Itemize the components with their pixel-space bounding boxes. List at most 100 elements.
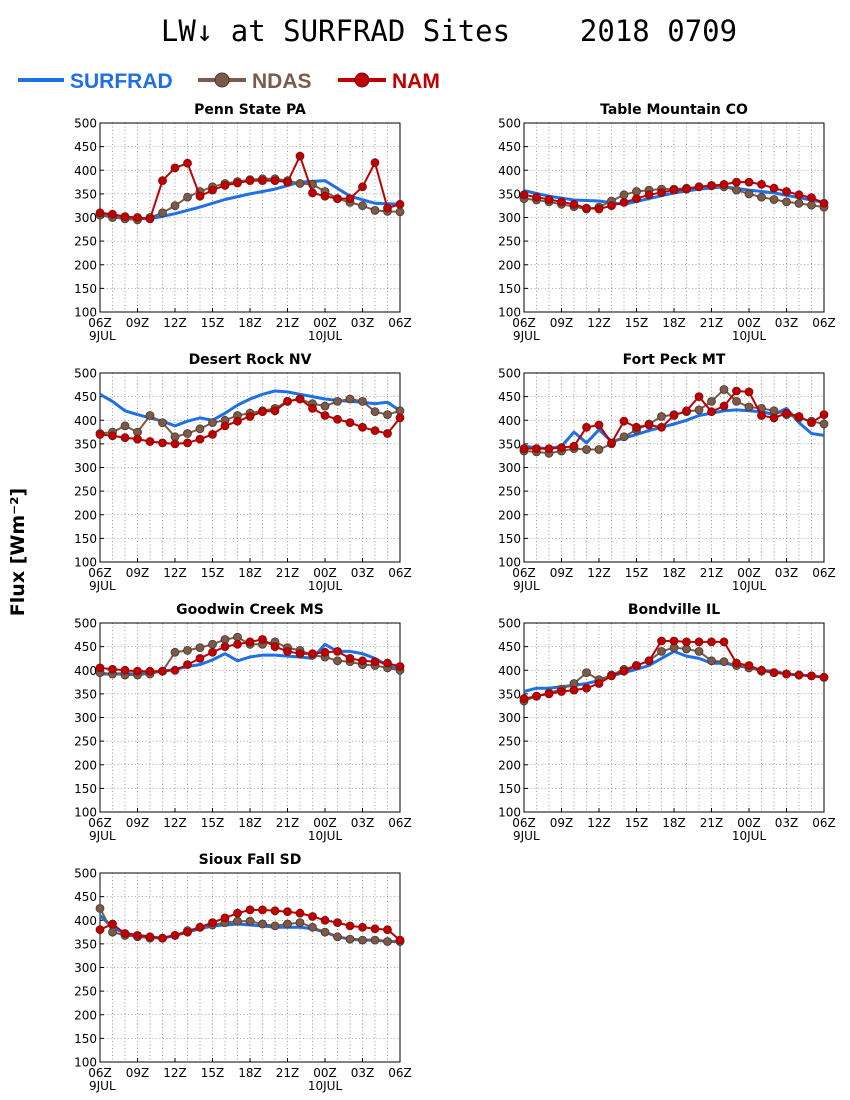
series-nam [95, 905, 405, 945]
data-point-nam [195, 654, 205, 663]
y-tick-label: 100 [74, 806, 97, 820]
data-point-nam [220, 913, 230, 923]
data-point-ndas [719, 657, 729, 667]
data-point-nam [358, 422, 367, 432]
x-tick-label: 18Z [238, 1066, 262, 1080]
data-point-nam [295, 908, 305, 918]
data-point-nam [607, 438, 616, 448]
y-tick-label: 100 [498, 556, 521, 570]
data-point-nam [120, 665, 130, 675]
x-tick-label: 21Z [700, 816, 724, 830]
data-point-ndas [183, 429, 192, 438]
data-point-nam [308, 912, 317, 921]
legend-entry-nam: NAM [338, 70, 440, 93]
panel-penn-state-pa: Penn State PA 100 150 200 250 300 350 400 450 500… [74, 102, 412, 343]
data-point-nam [669, 636, 679, 646]
data-point-nam [594, 679, 604, 688]
data-point-nam [644, 656, 654, 666]
y-tick-label: 250 [74, 485, 97, 499]
data-point-nam [208, 647, 217, 657]
y-tick-label: 150 [498, 282, 521, 296]
x-tick-label: 00Z [737, 316, 761, 330]
data-point-nam [544, 195, 554, 204]
y-tick-label: 450 [74, 640, 97, 654]
y-tick-label: 250 [498, 735, 521, 749]
data-point-ndas [619, 432, 629, 442]
x-date-label: 9JUL [89, 1079, 116, 1093]
gridlines [100, 123, 400, 312]
data-point-nam [532, 691, 541, 701]
panels: Penn State PA 100 150 200 250 300 350 400 450 500… [74, 102, 836, 1093]
y-tick-label: 150 [74, 532, 97, 546]
data-point-nam [544, 444, 554, 454]
panel-desert-rock-nv: Desert Rock NV 100 150 200 250 300 350 400 450 50… [74, 352, 412, 593]
data-point-ndas [333, 656, 342, 666]
data-point-nam [719, 637, 729, 647]
data-point-ndas [769, 195, 779, 204]
y-tick-label: 300 [74, 711, 97, 725]
data-point-nam [657, 636, 666, 646]
data-point-nam [133, 666, 142, 676]
y-tick-label: 400 [74, 914, 97, 928]
data-point-nam [794, 412, 804, 421]
y-tick-label: 450 [498, 390, 521, 404]
data-point-ndas [395, 207, 405, 217]
data-point-nam [183, 158, 192, 168]
data-point-nam [632, 422, 641, 432]
data-point-nam [757, 411, 766, 420]
y-tick-label: 500 [498, 117, 521, 131]
y-tick-label: 450 [74, 890, 97, 904]
data-point-nam [333, 414, 342, 424]
data-point-nam [233, 639, 242, 649]
data-point-ndas [358, 396, 367, 406]
data-point-nam [632, 661, 641, 670]
data-point-nam [195, 191, 205, 201]
data-point-nam [95, 925, 105, 935]
data-point-nam [195, 434, 205, 444]
data-point-ndas [320, 401, 330, 411]
y-tick-label: 500 [74, 617, 97, 631]
y-tick-label: 350 [74, 937, 97, 951]
data-point-nam [719, 401, 729, 411]
y-tick-label: 200 [74, 508, 97, 522]
x-tick-label: 15Z [625, 566, 649, 580]
data-point-nam [220, 642, 230, 651]
data-point-nam [757, 665, 766, 675]
data-point-ndas [694, 405, 704, 415]
data-point-nam [295, 394, 305, 404]
data-point-ndas [582, 668, 591, 677]
data-point-nam [233, 178, 242, 188]
data-point-nam [794, 670, 804, 680]
y-tick-label: 450 [74, 140, 97, 154]
data-point-nam [345, 921, 355, 931]
data-point-nam [682, 637, 691, 647]
data-point-nam [370, 426, 380, 436]
data-point-nam [370, 657, 380, 667]
data-point-ndas [619, 190, 629, 200]
data-point-nam [358, 182, 367, 192]
data-point-ndas [358, 201, 367, 211]
y-tick-label: 450 [74, 390, 97, 404]
panel-sioux-fall-sd: Sioux Fall SD 100 150 200 250 300 350 400 450 500… [74, 852, 412, 1093]
data-point-ndas [258, 919, 267, 929]
data-point-nam [694, 637, 704, 647]
data-point-nam [769, 183, 779, 193]
data-point-nam [744, 177, 754, 187]
data-point-ndas [594, 445, 604, 454]
data-point-nam [819, 410, 829, 420]
data-point-nam [395, 935, 405, 945]
data-point-nam [707, 181, 716, 191]
data-point-ndas [108, 927, 117, 937]
data-point-ndas [158, 208, 167, 218]
legend: SURFRAD NDAS NAM [18, 70, 440, 93]
data-point-nam [183, 438, 192, 448]
data-point-ndas [370, 935, 380, 945]
y-tick-label: 400 [74, 664, 97, 678]
legend-marker-ndas [214, 72, 230, 88]
data-point-nam [120, 433, 130, 443]
data-point-nam [308, 403, 317, 413]
data-point-nam [283, 177, 292, 187]
data-point-ndas [158, 418, 167, 428]
data-point-nam [519, 190, 529, 200]
x-date-label: 10JUL [308, 579, 343, 593]
